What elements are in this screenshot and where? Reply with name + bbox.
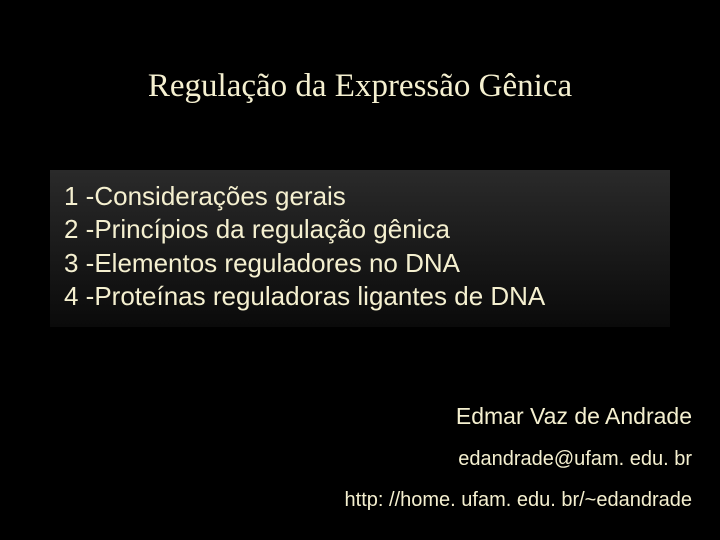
slide: Regulação da Expressão Gênica 1 -Conside…	[0, 0, 720, 540]
slide-title: Regulação da Expressão Gênica	[0, 68, 720, 105]
author-email: edandrade@ufam. edu. br	[345, 448, 692, 471]
footer: Edmar Vaz de Andrade edandrade@ufam. edu…	[345, 403, 692, 512]
author-url: http: //home. ufam. edu. br/~edandrade	[345, 489, 692, 512]
list-item: 2 -Princípios da regulação gênica	[64, 213, 656, 246]
list-item: 4 -Proteínas reguladoras ligantes de DNA	[64, 280, 656, 313]
list-item: 3 -Elementos reguladores no DNA	[64, 247, 656, 280]
list-item: 1 -Considerações gerais	[64, 180, 656, 213]
content-box: 1 -Considerações gerais 2 -Princípios da…	[50, 170, 670, 327]
author-name: Edmar Vaz de Andrade	[345, 403, 692, 430]
